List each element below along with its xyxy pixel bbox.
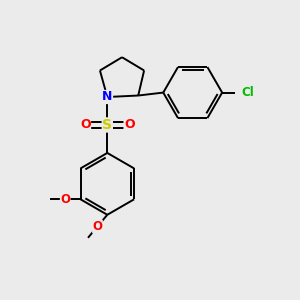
Text: O: O	[124, 118, 135, 131]
Text: Cl: Cl	[242, 86, 255, 99]
Text: S: S	[102, 118, 112, 132]
Text: N: N	[102, 91, 112, 103]
Text: O: O	[60, 193, 70, 206]
Text: O: O	[92, 220, 103, 233]
Text: O: O	[80, 118, 91, 131]
